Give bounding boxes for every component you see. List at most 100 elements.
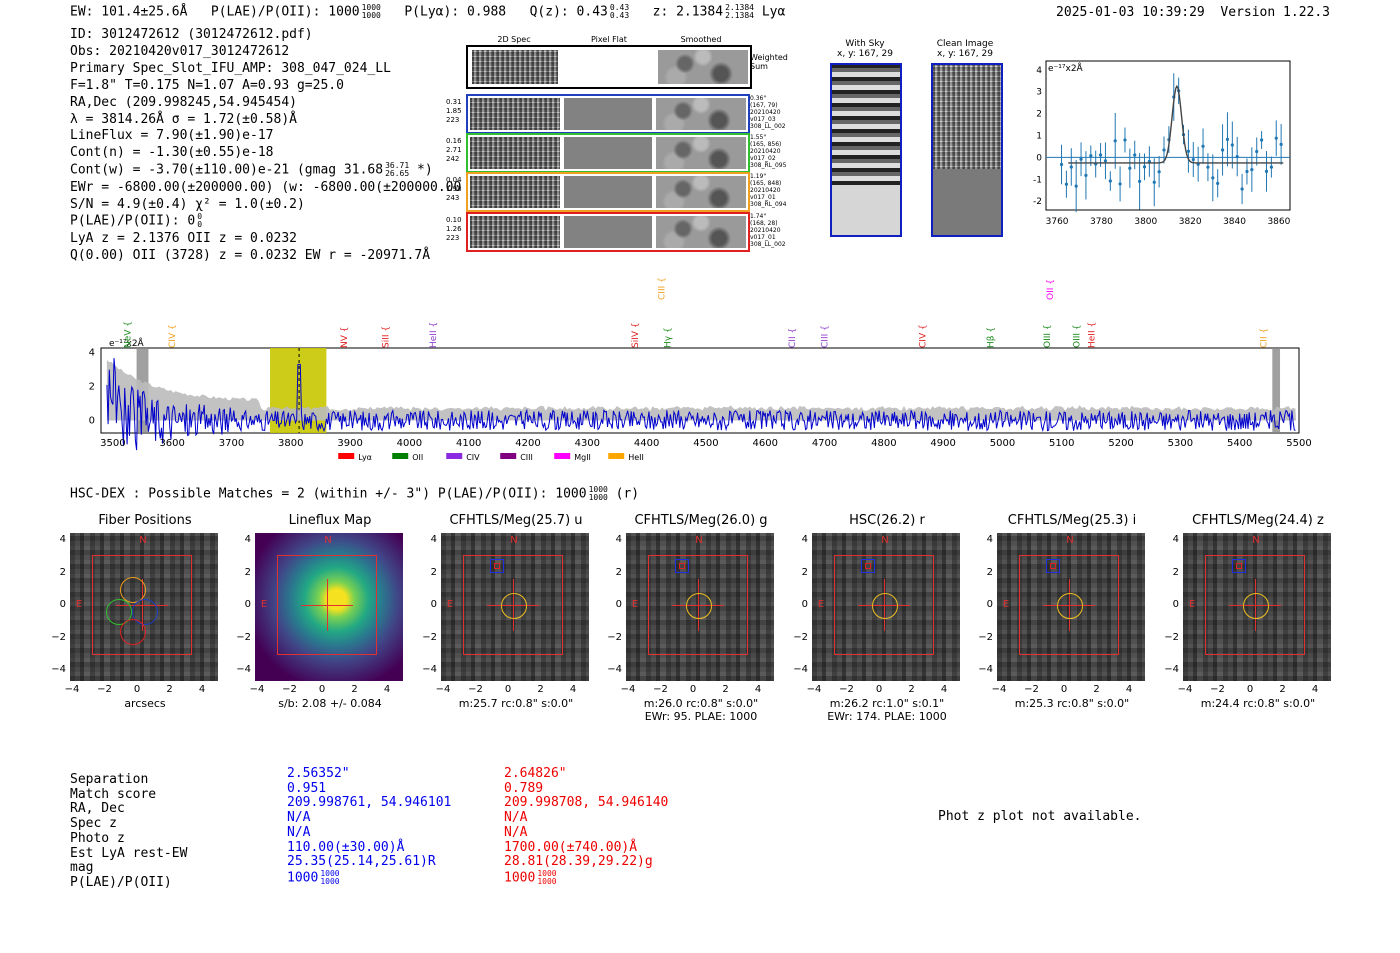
zoom-point bbox=[1260, 138, 1264, 142]
zoom-xtick: 3780 bbox=[1090, 217, 1113, 227]
panel-xtick: 4 bbox=[940, 684, 948, 695]
spectrum-xtick: 3800 bbox=[278, 438, 303, 449]
contn-line: Cont(n) = -1.30(±0.55)e-18 bbox=[70, 145, 274, 161]
panel-ytick: 4 bbox=[986, 534, 993, 545]
lineflux-line: LineFlux = 7.90(±1.90)e-17 bbox=[70, 128, 274, 144]
spectrum-xtick: 5400 bbox=[1227, 438, 1252, 449]
line-id-label: CIV { bbox=[918, 324, 928, 348]
panel-ytick: −4 bbox=[236, 664, 251, 675]
cutout-row-meta: 1.55" (165, 856) 20210420 v017_02 308_RL_095 bbox=[750, 134, 787, 169]
panel-ytick: −2 bbox=[51, 631, 66, 643]
timestamp: 2025-01-03 10:39:29 bbox=[1056, 5, 1205, 20]
label-mag: mag bbox=[70, 860, 94, 876]
panel-xtick: 4 bbox=[383, 684, 391, 695]
label-plae: P(LAE)/P(OII) bbox=[70, 874, 172, 890]
fiber-circle bbox=[120, 577, 146, 603]
zoom-point bbox=[1133, 153, 1137, 157]
aperture-circle bbox=[1057, 593, 1083, 619]
weighted-sum-label: Weighted Sum bbox=[750, 53, 788, 71]
weighted-sum-cutout bbox=[466, 45, 752, 89]
contw-line: Cont(w) = -3.70(±110.00)e-21 (gmag 31.68… bbox=[70, 161, 433, 179]
label-lya-ew: Est LyA rest-EW bbox=[70, 845, 188, 861]
panel-caption: m:25.7 rc:0.8" s:0.0" bbox=[458, 697, 574, 710]
line-id-label: OII { bbox=[1046, 279, 1056, 300]
band-cutout-image: N E bbox=[441, 533, 589, 681]
spectrum-xtick: 4200 bbox=[515, 438, 540, 449]
plae-value: P(LAE)/P(OII): 1000 bbox=[210, 4, 360, 20]
zoom-xtick: 3760 bbox=[1046, 217, 1069, 227]
zoom-fit-line bbox=[1068, 84, 1284, 164]
label-radec: RA, Dec bbox=[70, 801, 125, 817]
timestamp-version: 2025-01-03 10:39:29 Version 1.22.3 bbox=[1056, 5, 1330, 20]
col-pixel-flat: Pixel Flat bbox=[591, 35, 627, 44]
spectrum-ytick: 0 bbox=[89, 416, 95, 427]
panel-title: HSC(26.2) r bbox=[849, 513, 925, 528]
panel-xtick: 2 bbox=[537, 684, 544, 695]
z-value: z: 2.1384 bbox=[652, 4, 724, 20]
emission-line-zoom-chart: e⁻¹⁷x2Å 4 3 2 1 0 -1 -2 3760 3780 3800 3820 3840 3860 bbox=[1033, 60, 1291, 227]
spectrum-ytick: 2 bbox=[89, 382, 95, 393]
legend-swatch bbox=[392, 453, 409, 459]
panel-ytick: 0 bbox=[59, 599, 66, 610]
zoom-point bbox=[1084, 173, 1088, 177]
panel-ytick: 0 bbox=[430, 599, 437, 610]
panel-xtick: 0 bbox=[1060, 684, 1068, 695]
panel-xtick: −4 bbox=[620, 684, 636, 695]
label-match-score: Match score bbox=[70, 786, 157, 802]
zoom-point bbox=[1216, 181, 1220, 185]
zoom-point bbox=[1186, 149, 1191, 153]
panel-ytick: 0 bbox=[244, 599, 251, 610]
primary-line: Primary Spec_Slot_IFU_AMP: 308_047_024_L… bbox=[70, 60, 391, 76]
panel-caption-2: EWr: 95. PLAE: 1000 bbox=[644, 710, 758, 723]
zoom-point bbox=[1230, 143, 1234, 147]
error-envelope bbox=[106, 359, 1297, 421]
aperture-circle bbox=[1243, 593, 1269, 619]
zoom-point bbox=[1274, 136, 1278, 140]
spectrum-xtick: 3700 bbox=[219, 438, 244, 449]
fiber-circle bbox=[106, 599, 132, 625]
catalog-match-inner bbox=[865, 563, 871, 569]
z-line: Lyα bbox=[761, 4, 786, 20]
panel-title: CFHTLS/Meg(25.3) i bbox=[1007, 513, 1137, 528]
panel-xtick: −4 bbox=[991, 684, 1007, 695]
aperture-circle bbox=[501, 593, 527, 619]
spectrum-xtick: 4800 bbox=[871, 438, 896, 449]
zoom-ytick: -2 bbox=[1033, 197, 1042, 207]
lya-z-line: LyA z = 2.1376 OII z = 0.0232 bbox=[70, 230, 297, 246]
zoom-point bbox=[1279, 142, 1283, 147]
zoom-point bbox=[1152, 180, 1156, 184]
zoom-point bbox=[1113, 139, 1117, 143]
line-id-label: HeII { bbox=[1087, 322, 1097, 348]
catalog-match-box bbox=[861, 559, 875, 573]
panel-ytick: −4 bbox=[1164, 664, 1179, 675]
sn-line: S/N = 4.9(±0.4) χ² = 1.0(±0.2) bbox=[70, 196, 305, 212]
label-spec-z: Spec z bbox=[70, 816, 117, 832]
zoom-ytick: 1 bbox=[1036, 132, 1042, 142]
line-id-label: Hγ { bbox=[663, 327, 673, 348]
cutout-row-stats: 0.10 1.26 223 bbox=[446, 216, 462, 242]
zoom-point bbox=[1138, 179, 1142, 183]
zoom-point bbox=[1206, 165, 1210, 169]
panel-xtick: −4 bbox=[806, 684, 822, 695]
legend-swatch bbox=[338, 453, 355, 459]
panel-title: CFHTLS/Meg(24.4) z bbox=[1192, 513, 1324, 528]
panel-xtick: 2 bbox=[1093, 684, 1100, 695]
match-labels: Separation Match score RA, Dec Spec z Ph… bbox=[70, 772, 188, 891]
catalog-match-box bbox=[490, 559, 504, 573]
zoom-xtick: 3860 bbox=[1267, 217, 1290, 227]
line-id-label: CIII { bbox=[657, 278, 667, 300]
panel-xtick: −4 bbox=[249, 684, 265, 695]
line-id-label: NV { bbox=[340, 327, 350, 348]
legend-swatch bbox=[446, 453, 463, 459]
panel-xtick: 4 bbox=[569, 684, 577, 695]
panel-xtick: −4 bbox=[64, 684, 80, 695]
spectrum-xtick: 5300 bbox=[1168, 438, 1193, 449]
spectrum-xtick: 4300 bbox=[575, 438, 600, 449]
catalog-match-box bbox=[1232, 559, 1246, 573]
panel-caption: m:26.2 rc:1.0" s:0.1" bbox=[829, 697, 945, 710]
spectrum-xtick: 5200 bbox=[1108, 438, 1133, 449]
line-id-label: CII { bbox=[1259, 328, 1269, 348]
panel-ytick: 4 bbox=[244, 534, 251, 545]
panel-xtick: 0 bbox=[875, 684, 883, 695]
cutout-row bbox=[466, 212, 750, 252]
